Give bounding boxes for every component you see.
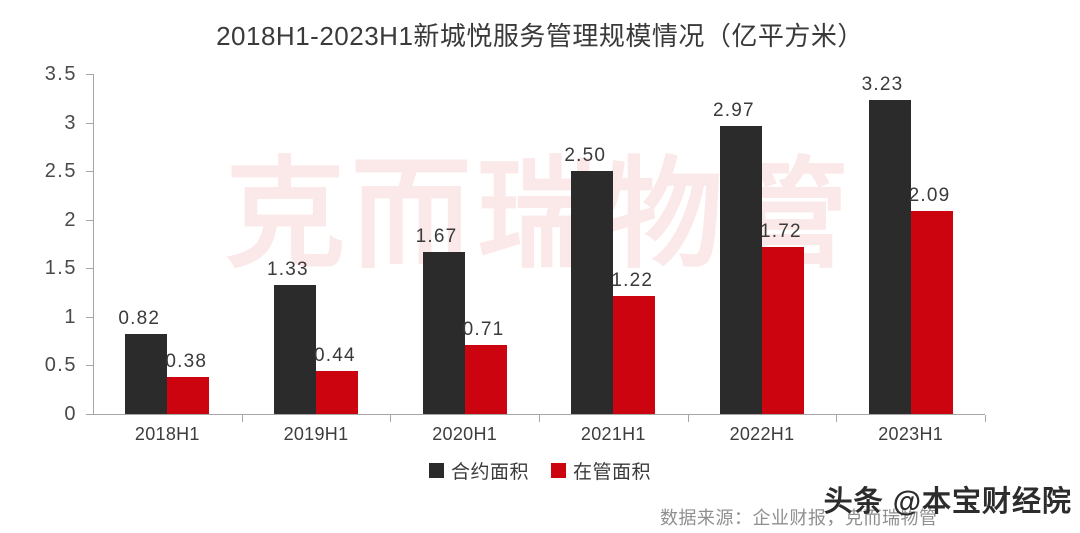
x-tick	[985, 415, 986, 422]
bar-contract-area[interactable]: 1.67	[416, 226, 465, 414]
bar-value-label: 0.82	[118, 308, 161, 330]
bar-group: 2.50 1.22	[564, 74, 656, 414]
y-tick-label: 3	[64, 111, 77, 134]
y-tick-label: 2.5	[44, 160, 77, 183]
bar-value-label: 0.44	[314, 345, 356, 367]
y-tick: 1.5	[45, 257, 93, 279]
y-tick: 3.5	[45, 63, 93, 85]
y-tick: 3	[64, 112, 93, 134]
x-axis-label: 2021H1	[580, 424, 646, 444]
y-tick-label: 1	[64, 305, 77, 328]
x-tick	[539, 415, 540, 422]
legend: 合约面积 在管面积	[0, 457, 1080, 484]
x-axis-line	[93, 414, 985, 415]
bar-value-label: 0.38	[165, 351, 208, 373]
x-tick	[390, 415, 392, 422]
y-tick-label: 1.5	[44, 257, 77, 280]
bar-value-label: 3.23	[861, 74, 904, 96]
y-tick: 2.5	[45, 160, 93, 182]
bar-managed-area[interactable]: 0.44	[314, 345, 358, 414]
bar-group: 2.97 1.72	[713, 74, 804, 414]
bar-value-label: 1.33	[267, 258, 309, 280]
legend-label: 在管面积	[573, 462, 652, 483]
bar-managed-area[interactable]: 2.09	[909, 185, 953, 414]
chart-title: 2018H1-2023H1新城悦服务管理规模情况（亿平方米）	[216, 21, 864, 51]
bar-managed-area[interactable]: 0.71	[463, 319, 507, 414]
x-axis-label: 2022H1	[729, 424, 795, 444]
x-axis-label: 2018H1	[134, 424, 200, 444]
bar-group: 1.67 0.71	[416, 74, 507, 414]
y-tick-label: 0	[64, 403, 77, 425]
x-tick	[836, 415, 838, 422]
bar-managed-area[interactable]: 0.38	[165, 351, 210, 414]
x-tick	[241, 415, 243, 422]
x-axis-label: 2023H1	[878, 424, 944, 444]
bar-value-label: 2.50	[564, 145, 607, 167]
bar-value-label: 1.22	[611, 269, 654, 291]
legend-swatch	[428, 463, 444, 478]
legend-label: 合约面积	[450, 462, 529, 483]
x-tick	[687, 415, 689, 422]
legend-item[interactable]: 合约面积	[428, 457, 529, 484]
bar-group: 1.33 0.44	[267, 74, 358, 414]
source-note: 数据来源：企业财报，克而瑞物管	[660, 508, 938, 528]
bar-contract-area[interactable]: 2.97	[713, 100, 762, 414]
legend-item[interactable]: 在管面积	[551, 457, 651, 484]
bar-managed-area[interactable]: 1.72	[760, 221, 804, 414]
author-watermark: 头条 @本宝财经院	[823, 486, 1072, 518]
bar-value-label: 1.72	[760, 220, 802, 242]
y-tick: 0.5	[45, 354, 93, 376]
legend-swatch	[551, 463, 566, 478]
bar-group: 3.23 2.09	[862, 74, 953, 414]
bar-value-label: 2.97	[713, 99, 755, 121]
y-tick: 0	[64, 403, 93, 425]
x-axis-label: 2019H1	[283, 424, 349, 444]
bar-managed-area[interactable]: 1.22	[611, 270, 656, 414]
plot-area: 0 0.5 1 1.5 2 2.5 3 3.5 0.82 0.38 1.33 0.44 1.67 0.7…	[45, 63, 986, 425]
y-tick: 1	[64, 306, 93, 328]
y-axis-line	[93, 74, 94, 415]
y-tick: 2	[64, 209, 93, 231]
y-tick-label: 2	[64, 208, 77, 231]
bar-contract-area[interactable]: 0.82	[118, 308, 168, 414]
bar-value-label: 1.67	[415, 225, 458, 247]
bar-value-label: 2.09	[908, 184, 951, 206]
bar-contract-area[interactable]: 1.33	[267, 259, 316, 414]
bar-group: 0.82 0.38	[118, 74, 210, 414]
bar-contract-area[interactable]: 3.23	[862, 74, 911, 414]
bar-contract-area[interactable]: 2.50	[564, 145, 614, 414]
bar-value-label: 0.71	[462, 319, 505, 341]
y-tick-label: 0.5	[44, 354, 77, 377]
y-tick-label: 3.5	[44, 63, 77, 85]
x-axis-label: 2020H1	[432, 424, 498, 444]
